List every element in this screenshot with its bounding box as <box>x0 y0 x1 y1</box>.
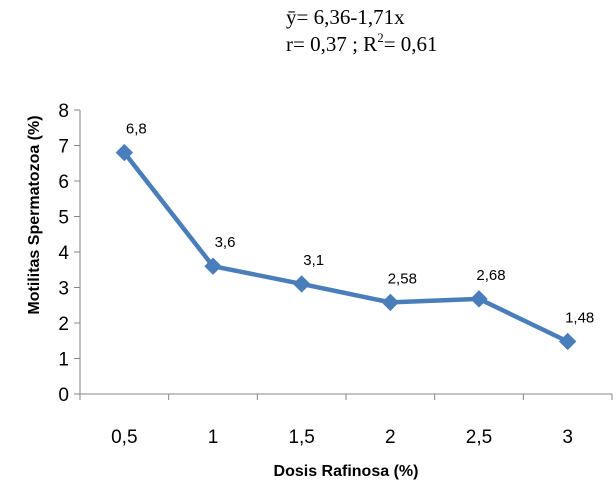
data-point-marker <box>115 143 134 162</box>
x-tick-label: 2 <box>385 427 396 448</box>
x-axis: 0,5 1 1,5 2 2,5 3 <box>79 393 613 448</box>
x-axis-title: Dosis Rafinosa (%) <box>274 463 419 480</box>
regression-equation: ȳ= 6,36-1,71x <box>286 5 405 29</box>
correlation-line: r= 0,37 ; R2= 0,61 <box>286 31 438 58</box>
data-label: 1,48 <box>565 309 594 326</box>
y-tick-label: 2 <box>58 314 69 335</box>
x-tick-label: 1 <box>208 427 219 448</box>
x-tick-label: 1,5 <box>288 427 314 448</box>
data-label: 2,68 <box>476 267 505 284</box>
y-tick-label: 3 <box>58 279 69 300</box>
data-label: 3,1 <box>303 252 324 269</box>
data-label: 2,58 <box>388 270 417 287</box>
r-squared-value: = 0,61 <box>383 32 438 56</box>
series: 6,8 3,6 3,1 2,58 2,68 1,48 <box>115 121 594 351</box>
data-point-marker <box>470 290 488 308</box>
correlation-text: r= 0,37 ; R <box>286 32 378 56</box>
y-tick-label: 6 <box>58 172 69 193</box>
data-point-marker <box>381 293 400 312</box>
y-tick-label: 1 <box>58 350 69 371</box>
y-tick-label: 4 <box>58 243 69 264</box>
y-axis: 0 1 2 3 4 5 6 7 8 <box>58 101 81 406</box>
data-point-marker <box>204 257 222 275</box>
x-tick-label: 0,5 <box>111 427 137 448</box>
data-point-marker <box>292 275 311 293</box>
y-tick-label: 5 <box>58 208 69 229</box>
data-label: 3,6 <box>215 234 236 251</box>
x-tick-label: 2,5 <box>466 427 492 448</box>
x-tick-label: 3 <box>562 427 573 448</box>
data-label: 6,8 <box>126 121 147 138</box>
y-tick-label: 7 <box>58 137 69 158</box>
y-tick-label: 8 <box>58 101 69 122</box>
r-squared-superscript: 2 <box>377 30 384 45</box>
y-tick-label: 0 <box>58 385 69 406</box>
data-point-marker <box>558 332 577 351</box>
regression-annotation: ȳ= 6,36-1,71x r= 0,37 ; R2= 0,61 <box>286 4 438 58</box>
y-axis-title: Motilitas Spermatozoa (%) <box>26 115 43 314</box>
series-line <box>122 150 570 344</box>
